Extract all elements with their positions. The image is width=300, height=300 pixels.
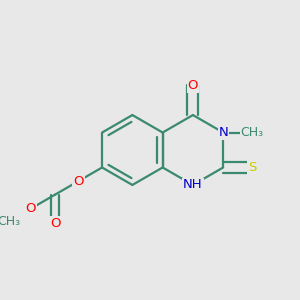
Text: CH₃: CH₃ [0,214,21,228]
Text: NH: NH [183,178,203,191]
Text: O: O [73,175,84,188]
Text: S: S [248,161,256,174]
Text: O: O [188,79,198,92]
Text: O: O [26,202,36,215]
Text: N: N [218,126,228,139]
Text: CH₃: CH₃ [240,126,263,139]
Text: O: O [50,217,60,230]
